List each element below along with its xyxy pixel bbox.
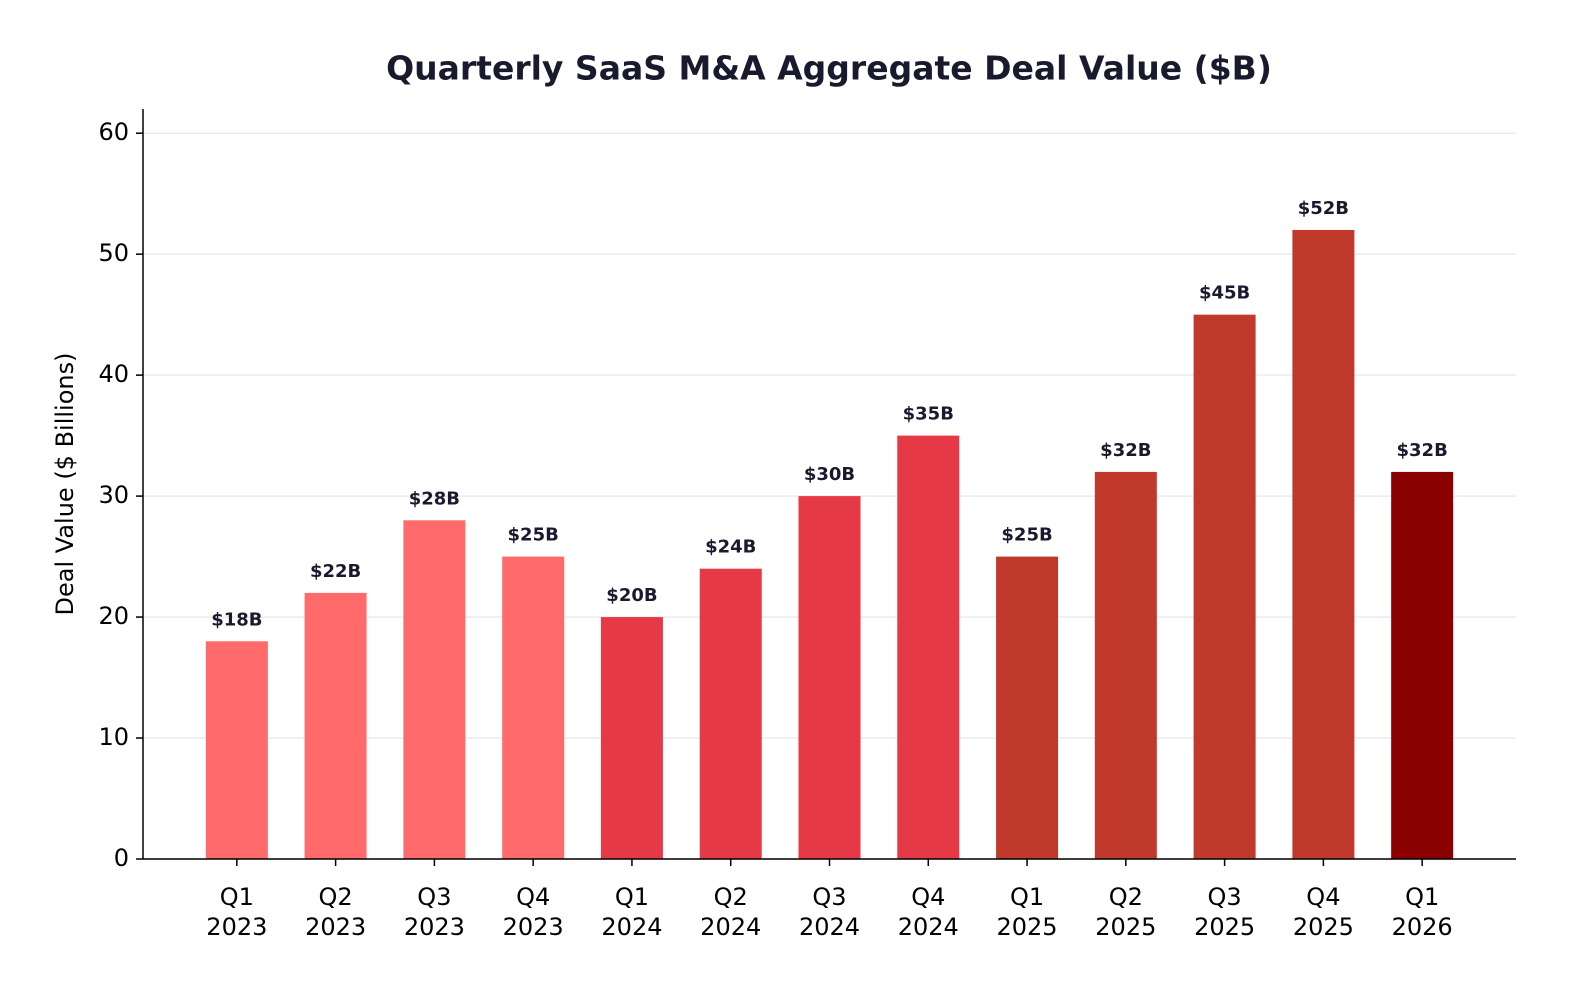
y-tick-label: 10 (98, 723, 129, 751)
bar (600, 617, 663, 859)
x-tick-label: Q2 2024 (700, 883, 761, 941)
x-tick-label: Q2 2025 (1095, 883, 1156, 941)
data-label: $32B (1100, 440, 1151, 461)
bar (1391, 471, 1454, 859)
x-tick-label: Q3 2024 (799, 883, 860, 941)
x-tick-label: Q4 2024 (898, 883, 959, 941)
data-label: $30B (804, 464, 855, 485)
x-tick-label: Q4 2023 (503, 883, 564, 941)
data-label: $32B (1397, 440, 1448, 461)
data-label: $28B (409, 488, 460, 509)
bar (1193, 314, 1256, 860)
data-label: $20B (606, 585, 657, 606)
bar (502, 556, 565, 859)
x-tick-label: Q3 2025 (1194, 883, 1255, 941)
bar (798, 496, 861, 859)
data-label: $35B (903, 404, 954, 425)
y-axis-label: Deal Value ($ Billions) (51, 353, 79, 616)
data-label: $52B (1298, 198, 1349, 219)
x-tick-label: Q3 2023 (404, 883, 465, 941)
chart-title: Quarterly SaaS M&A Aggregate Deal Value … (386, 49, 1272, 88)
bar (403, 520, 466, 859)
bar (699, 568, 762, 859)
y-tick-label: 20 (98, 602, 129, 630)
y-tick-label: 60 (98, 118, 129, 146)
bar (304, 592, 367, 859)
y-tick-label: 30 (98, 481, 129, 509)
data-label: $45B (1199, 283, 1250, 304)
x-tick-label: Q1 2024 (601, 883, 662, 941)
y-tick-label: 40 (98, 360, 129, 388)
bar (996, 556, 1059, 859)
data-label: $25B (1001, 525, 1052, 546)
data-label: $18B (211, 609, 262, 630)
y-tick-label: 50 (98, 239, 129, 267)
data-label: $22B (310, 561, 361, 582)
y-tick-label: 0 (114, 844, 129, 872)
x-tick-label: Q1 2023 (206, 883, 267, 941)
bar (1292, 229, 1355, 859)
data-label: $24B (705, 537, 756, 558)
x-tick-label: Q4 2025 (1293, 883, 1354, 941)
bar (1094, 471, 1157, 859)
x-tick-label: Q1 2026 (1392, 883, 1453, 941)
x-tick-label: Q1 2025 (997, 883, 1058, 941)
x-tick-label: Q2 2023 (305, 883, 366, 941)
bar (205, 641, 268, 859)
data-label: $25B (508, 525, 559, 546)
bar (897, 435, 960, 859)
